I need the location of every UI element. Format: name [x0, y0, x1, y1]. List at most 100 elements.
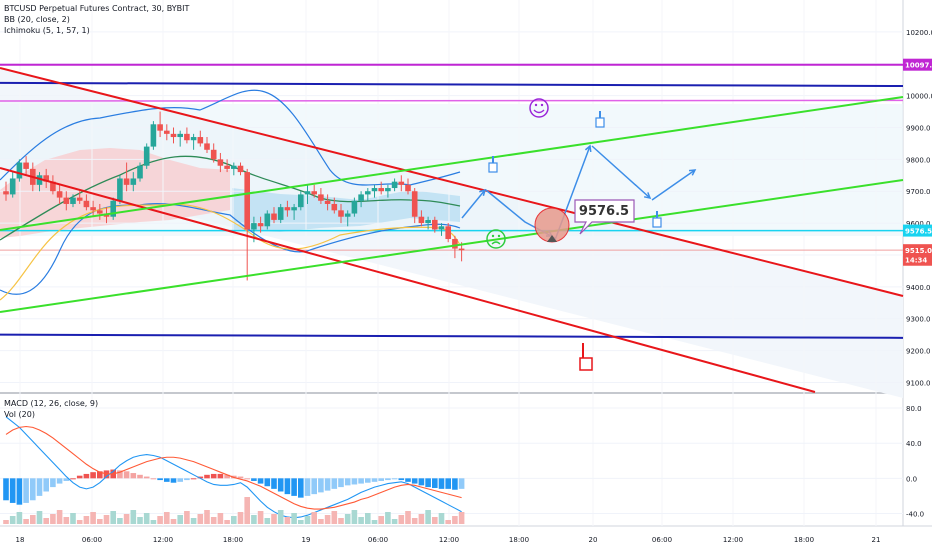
candle-body	[264, 213, 271, 227]
price-axis-tag	[903, 244, 932, 257]
candle-body	[291, 207, 297, 211]
macd-histogram-bar	[324, 478, 331, 491]
volume-bar	[177, 515, 183, 524]
volume-bar	[244, 497, 250, 524]
price-tick-label: 9400.0	[906, 284, 931, 292]
volume-bar	[391, 519, 398, 524]
pointing-down-hand-icon	[579, 343, 593, 371]
magenta-inner-line	[0, 99, 904, 102]
macd-tick-label: 0.0	[906, 475, 917, 483]
projection-arrows	[461, 145, 696, 241]
time-tick-label: 21	[872, 536, 881, 544]
macd-histogram-bar	[130, 473, 137, 479]
volume-bar	[432, 517, 438, 524]
symbol-title: BTCUSD Perpetual Futures Contract, 30, B…	[4, 4, 190, 13]
macd-line	[5, 416, 462, 519]
candle-body	[385, 188, 391, 192]
volume-bar	[365, 513, 371, 524]
blue-bottom-line	[0, 333, 904, 339]
volume-bar	[231, 516, 237, 524]
macd-histogram-bar	[257, 478, 264, 484]
volume-bar	[237, 512, 244, 524]
price-tick-label: 9700.0	[906, 188, 931, 196]
volume-bar	[150, 520, 157, 524]
macd-histogram-bar	[123, 471, 130, 479]
volume-bar	[23, 519, 29, 524]
candle-body	[70, 197, 76, 204]
candle-body	[324, 200, 331, 204]
price-tick-label: 10000.0	[906, 93, 932, 101]
candle-body	[277, 207, 284, 220]
candle-body	[432, 219, 438, 230]
macd-histogram-bar	[411, 478, 418, 484]
candle-body	[83, 200, 90, 208]
volume-bar	[344, 514, 351, 524]
macd-histogram-bar	[184, 478, 190, 481]
volume-legend[interactable]: Vol (20)	[4, 410, 35, 419]
macd-histogram-bar	[425, 478, 431, 488]
macd-histogram-bar	[298, 478, 304, 498]
macd-histogram-bar	[97, 471, 103, 479]
candle-body	[43, 175, 49, 182]
macd-histogram-bar	[204, 474, 210, 479]
macd-histogram-bar	[458, 478, 465, 489]
candle-body	[190, 137, 197, 141]
volume-bar	[3, 520, 9, 524]
volume-bar	[405, 511, 411, 524]
candle-body	[378, 188, 384, 192]
candle-body	[204, 143, 210, 150]
macd-histogram-bar	[418, 478, 425, 486]
pointing-up-hand-icon	[652, 211, 662, 228]
candle-body	[244, 172, 250, 230]
ichimoku-legend[interactable]: Ichimoku (5, 1, 57, 1)	[4, 26, 90, 35]
macd-histogram-bar	[137, 474, 143, 479]
candle-body	[76, 197, 83, 201]
volume-bar	[63, 517, 70, 524]
up-triangle-icon	[547, 235, 557, 242]
bb-legend[interactable]: BB (20, close, 2)	[4, 15, 70, 24]
macd-histogram-bar	[318, 478, 324, 493]
macd-histogram-bar	[331, 478, 338, 489]
macd-histogram-bar	[344, 478, 351, 486]
volume-bar	[76, 520, 83, 524]
time-tick-label: 06:00	[368, 536, 388, 544]
volume-bar	[197, 514, 204, 524]
candle-body	[123, 178, 130, 185]
green-channel-lower	[0, 179, 904, 313]
candle-body	[365, 191, 371, 195]
candle-body	[284, 207, 291, 211]
macd-histogram-bar	[90, 472, 96, 479]
candle-body	[371, 188, 378, 192]
ichimoku-cloud-bull	[232, 188, 460, 232]
macd-histogram-bar	[150, 478, 157, 480]
volume-bar	[90, 512, 96, 524]
macd-histogram-bar	[164, 478, 170, 482]
time-tick-label: 18:00	[223, 536, 243, 544]
candle-body	[143, 146, 150, 166]
macd-tick-label: 40.0	[906, 440, 922, 448]
macd-histogram-bar	[23, 478, 29, 503]
candle-body	[197, 137, 204, 144]
volume-bar	[338, 518, 344, 524]
macd-legend[interactable]: MACD (12, 26, close, 9)	[4, 399, 99, 408]
macd-histogram-bar	[398, 478, 405, 481]
macd-histogram-bar	[9, 478, 16, 503]
macd-histogram-bar	[224, 474, 230, 479]
price-axis-tag	[903, 253, 932, 266]
volume-bar	[16, 512, 23, 524]
price-axis-tag-label: 9515.0	[905, 247, 932, 255]
candle-body	[351, 200, 358, 214]
macd-histogram-bar	[371, 478, 378, 482]
macd-histogram-bar	[217, 473, 224, 479]
time-tick-label: 12:00	[153, 536, 173, 544]
candle-body	[56, 191, 63, 198]
macd-histogram-bar	[284, 478, 291, 495]
macd-histogram-bar	[16, 478, 23, 505]
candle-body	[391, 181, 398, 189]
volume-bar	[190, 518, 197, 524]
price-tick-label: 9100.0	[906, 379, 931, 387]
volume-bar	[331, 511, 338, 524]
macd-histogram-bar	[117, 470, 123, 479]
